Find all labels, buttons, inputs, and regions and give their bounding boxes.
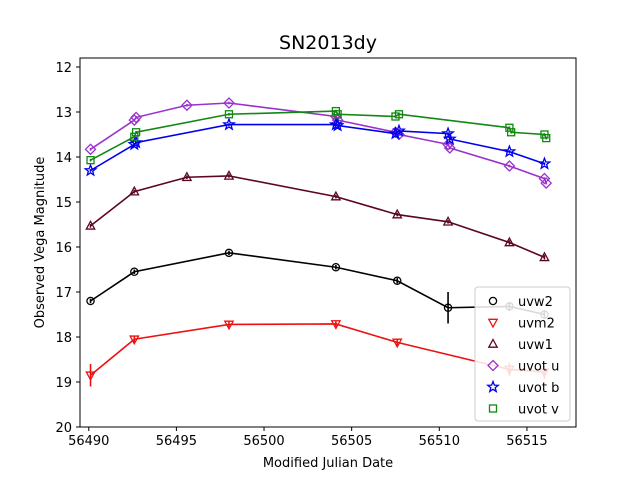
data-point	[503, 160, 516, 172]
legend-marker	[487, 318, 499, 329]
data-point	[223, 97, 235, 109]
data-point	[538, 172, 551, 185]
data-point	[180, 99, 193, 112]
data-point	[542, 133, 551, 143]
data-point	[502, 144, 517, 158]
data-point	[224, 110, 234, 119]
data-point	[86, 155, 95, 165]
legend-box	[474, 286, 571, 422]
series-uvw1	[85, 170, 550, 262]
legend-label: uvw1	[518, 338, 553, 353]
data-point	[391, 208, 403, 219]
y-tick-label: 13	[55, 106, 72, 121]
data-point	[85, 371, 96, 382]
data-point	[83, 163, 98, 177]
data-point	[507, 128, 516, 137]
data-point	[392, 276, 402, 285]
series-line	[90, 102, 547, 184]
data-point	[130, 132, 139, 141]
y-tick-label: 17	[55, 286, 72, 301]
y-tick-label: 15	[55, 196, 72, 211]
data-point	[221, 117, 236, 131]
data-point	[333, 110, 342, 119]
y-axis-label: Observed Vega Magnitude	[33, 157, 48, 329]
y-tick-label: 20	[55, 421, 72, 436]
y-tick-label: 16	[55, 241, 72, 256]
data-point	[84, 143, 97, 156]
data-point	[394, 110, 404, 119]
legend-label: uvw2	[518, 295, 553, 310]
series-uvot-b	[83, 117, 552, 177]
data-point	[442, 131, 457, 145]
data-point	[224, 248, 234, 258]
data-point	[128, 114, 141, 127]
data-point	[331, 262, 341, 272]
legend-marker	[487, 359, 499, 372]
data-point	[537, 156, 552, 170]
x-tick-label: 56510	[419, 434, 460, 449]
data-point	[443, 303, 453, 312]
data-point	[181, 171, 193, 182]
y-tick-label: 14	[55, 151, 72, 166]
x-tick-label: 56505	[331, 434, 372, 449]
data-point	[130, 111, 143, 124]
plot-frame	[79, 57, 577, 428]
data-point	[223, 170, 235, 180]
data-point	[391, 123, 406, 137]
data-point	[131, 128, 141, 137]
data-point	[223, 320, 235, 331]
x-tick-label: 56490	[68, 434, 109, 449]
data-point	[441, 126, 456, 140]
legend-label: uvot u	[518, 360, 559, 375]
data-point	[129, 185, 140, 196]
legend-marker	[485, 379, 501, 393]
series-uvot-v	[86, 106, 551, 165]
data-point	[443, 142, 456, 154]
data-point	[391, 338, 403, 349]
data-point	[505, 123, 514, 132]
chart-title: SN2013dy	[279, 32, 377, 54]
legend-marker	[488, 404, 498, 413]
y-tick-label: 18	[55, 331, 72, 346]
legend: uvw2 uvm2 uvw1 uvot u uvot b uvot v	[474, 286, 571, 422]
data-point	[85, 219, 96, 230]
data-point	[540, 177, 553, 190]
y-tick-label: 19	[55, 376, 72, 391]
data-point	[129, 335, 140, 346]
x-tick-label: 56495	[156, 434, 197, 449]
legend-label: uvm2	[518, 317, 555, 332]
x-tick-label: 56500	[243, 434, 284, 449]
y-tick-label: 12	[55, 61, 72, 76]
legend-label: uvot v	[518, 403, 559, 418]
series-uvot-u	[84, 97, 553, 190]
data-point	[330, 320, 342, 330]
legend-label: uvot b	[518, 381, 559, 396]
x-tick-label: 56515	[506, 434, 547, 449]
legend-marker	[487, 338, 499, 348]
axes: 56490 56495 56500 56505 56510 56515 12 13 14 15 16…	[55, 61, 547, 449]
data-point	[130, 267, 139, 276]
data-point	[330, 190, 342, 201]
data-point	[86, 296, 95, 306]
data-point	[504, 236, 515, 247]
x-axis-label: Modified Julian Date	[263, 456, 393, 471]
data-point	[539, 251, 550, 262]
data-point	[442, 215, 454, 226]
data-point	[330, 118, 345, 132]
legend-marker	[488, 296, 498, 306]
data-series	[83, 97, 553, 387]
